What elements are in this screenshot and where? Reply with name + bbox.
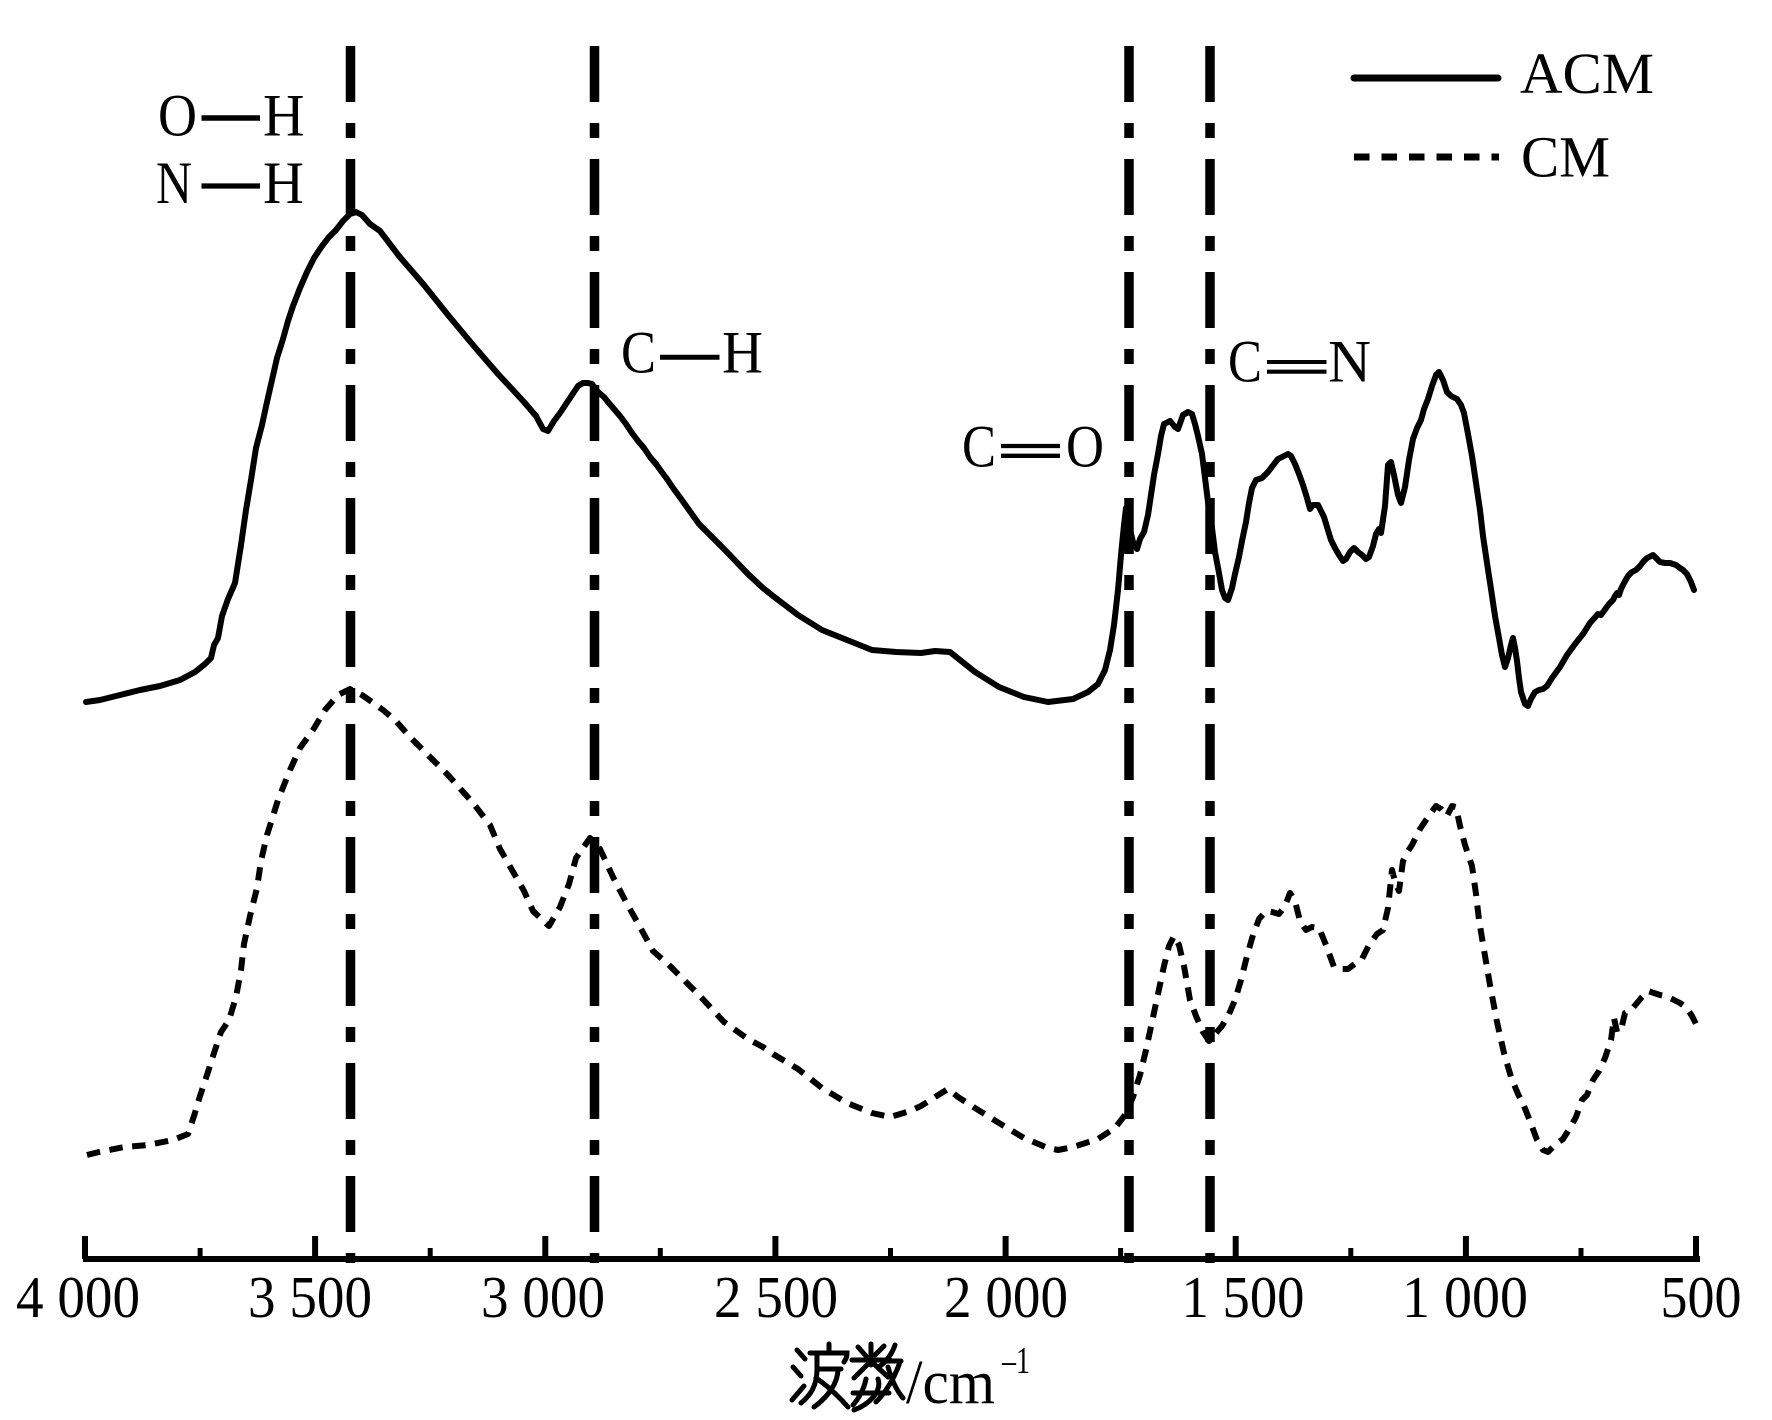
svg-text:3 500: 3 500 [248, 1264, 372, 1330]
svg-text:500: 500 [1661, 1264, 1742, 1330]
svg-text:H: H [263, 83, 305, 149]
svg-text:C: C [962, 414, 996, 480]
svg-text:H: H [722, 320, 763, 386]
svg-text:ACM: ACM [1520, 41, 1654, 106]
svg-text:O: O [1066, 414, 1104, 480]
svg-text:1 000: 1 000 [1402, 1264, 1528, 1330]
svg-text:–1: –1 [1001, 1340, 1030, 1382]
svg-text:O: O [158, 83, 197, 149]
svg-text:2 500: 2 500 [714, 1264, 838, 1330]
svg-text:1 500: 1 500 [1182, 1264, 1305, 1330]
svg-text:4 000: 4 000 [16, 1264, 140, 1330]
svg-text:/cm: /cm [906, 1349, 995, 1417]
svg-text:H: H [263, 150, 304, 216]
svg-text:N: N [156, 150, 192, 216]
svg-text:C: C [621, 320, 656, 386]
svg-text:C: C [1228, 329, 1262, 395]
svg-text:3 000: 3 000 [481, 1264, 605, 1330]
svg-text:N: N [1328, 329, 1371, 395]
svg-text:CM: CM [1521, 125, 1610, 190]
svg-text:2 000: 2 000 [944, 1264, 1068, 1330]
